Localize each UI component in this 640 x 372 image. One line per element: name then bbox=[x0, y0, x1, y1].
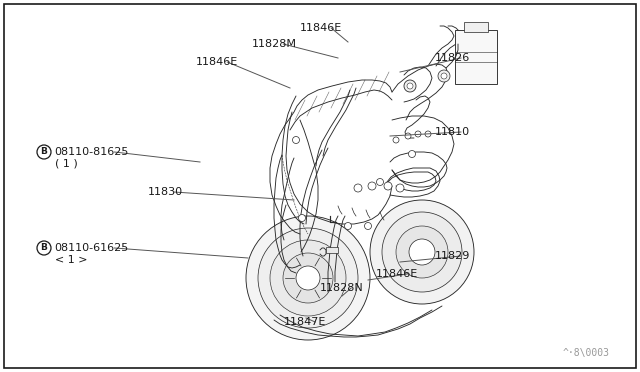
Bar bbox=[326, 247, 338, 253]
Text: 11846E: 11846E bbox=[300, 23, 342, 33]
Circle shape bbox=[246, 216, 370, 340]
Text: 11829: 11829 bbox=[435, 251, 470, 261]
Text: B: B bbox=[40, 244, 47, 253]
Circle shape bbox=[370, 200, 474, 304]
Text: B: B bbox=[40, 148, 47, 157]
Circle shape bbox=[441, 73, 447, 79]
Text: 08110-61625: 08110-61625 bbox=[54, 243, 128, 253]
Text: 11830: 11830 bbox=[148, 187, 183, 197]
Text: 11846E: 11846E bbox=[376, 269, 419, 279]
Circle shape bbox=[382, 212, 462, 292]
Text: ( 1 ): ( 1 ) bbox=[55, 159, 77, 169]
Text: 08110-81625: 08110-81625 bbox=[54, 147, 129, 157]
Text: 11846E: 11846E bbox=[196, 57, 238, 67]
Circle shape bbox=[425, 131, 431, 137]
Circle shape bbox=[258, 228, 358, 328]
Circle shape bbox=[396, 226, 448, 278]
Circle shape bbox=[292, 137, 300, 144]
Circle shape bbox=[404, 80, 416, 92]
Circle shape bbox=[37, 241, 51, 255]
Circle shape bbox=[376, 179, 383, 186]
Text: 11826: 11826 bbox=[435, 53, 470, 63]
Circle shape bbox=[409, 239, 435, 265]
Text: 11828M: 11828M bbox=[252, 39, 297, 49]
Bar bbox=[455, 30, 497, 84]
Circle shape bbox=[396, 184, 404, 192]
Circle shape bbox=[344, 222, 351, 230]
Circle shape bbox=[354, 184, 362, 192]
Text: ^·8\0003: ^·8\0003 bbox=[563, 348, 610, 358]
Bar bbox=[464, 22, 488, 32]
Circle shape bbox=[37, 145, 51, 159]
Circle shape bbox=[368, 182, 376, 190]
Circle shape bbox=[405, 133, 411, 139]
Circle shape bbox=[283, 253, 333, 303]
Circle shape bbox=[298, 215, 305, 221]
Text: < 1 >: < 1 > bbox=[55, 255, 88, 265]
Text: 11847E: 11847E bbox=[284, 317, 326, 327]
Circle shape bbox=[438, 70, 450, 82]
Circle shape bbox=[296, 266, 320, 290]
Circle shape bbox=[365, 222, 371, 230]
Text: 11810: 11810 bbox=[435, 127, 470, 137]
Circle shape bbox=[384, 182, 392, 190]
Circle shape bbox=[408, 151, 415, 157]
Text: 11828N: 11828N bbox=[320, 283, 364, 293]
Circle shape bbox=[270, 240, 346, 316]
Circle shape bbox=[393, 137, 399, 143]
Circle shape bbox=[415, 131, 421, 137]
Circle shape bbox=[407, 83, 413, 89]
